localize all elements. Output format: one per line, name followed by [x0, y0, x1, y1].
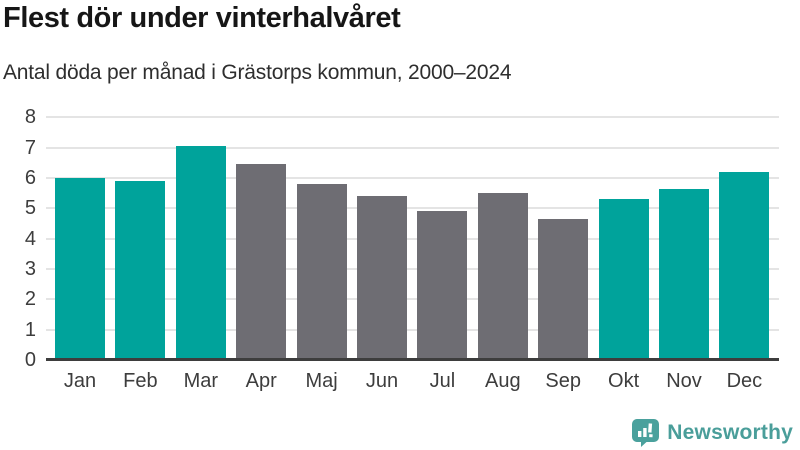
- x-axis-month-label: Apr: [245, 370, 277, 392]
- gridline-y3: [46, 267, 779, 270]
- newsworthy-logo: Newsworthy: [631, 418, 793, 447]
- gridline-y1: [46, 328, 779, 331]
- y-axis-tick-label: 1: [24, 318, 36, 341]
- y-axis-tick-label: 5: [24, 197, 36, 220]
- bar-dec: [719, 171, 770, 360]
- gridline-y5: [46, 207, 779, 210]
- x-axis-month-label: Maj: [305, 370, 338, 392]
- gridline-y7: [46, 146, 779, 149]
- chart-title: Flest dör under vinterhalvåret: [3, 2, 401, 34]
- y-axis-tick-label: 6: [24, 166, 36, 189]
- gridline-y2: [46, 298, 779, 301]
- x-axis-month-label: Aug: [485, 370, 521, 392]
- y-axis-tick-label: 7: [24, 136, 36, 159]
- gridline-y4: [46, 237, 779, 240]
- x-axis-month-label: Sep: [545, 370, 581, 392]
- chart-subtitle: Antal döda per månad i Grästorps kommun,…: [3, 61, 512, 84]
- bar-sep: [538, 218, 589, 360]
- bar-okt: [598, 199, 649, 360]
- newsworthy-logo-text: Newsworthy: [667, 420, 793, 444]
- x-axis-month-label: Feb: [123, 370, 158, 392]
- x-axis-month-label: Dec: [726, 370, 763, 392]
- bar-jan: [55, 177, 105, 360]
- x-axis-month-label: Jun: [365, 370, 399, 392]
- x-axis-month-label: Nov: [666, 370, 702, 392]
- bar-maj: [296, 184, 347, 360]
- bar-nov: [659, 188, 709, 360]
- bar-chart-speech-bubble-icon: [632, 419, 660, 447]
- x-axis-month-label: Mar: [183, 370, 219, 392]
- bar-jul: [417, 211, 468, 360]
- plot-area: 0 1 2 3 4 5 6 7 8 Jan Feb Mar Apr Maj Jun Jul Aug Sep Okt N…: [25, 106, 779, 392]
- y-axis-tick-label: 0: [24, 349, 36, 371]
- x-axis-month-label: Jan: [63, 370, 97, 392]
- x-axis-month-label: Okt: [608, 370, 640, 392]
- gridline-y8: [46, 116, 779, 119]
- x-axis-line: [46, 358, 779, 361]
- bar-aug: [477, 193, 528, 360]
- gridline-y6: [46, 176, 779, 179]
- y-axis-tick-label: 8: [24, 106, 36, 129]
- x-axis-month-label: Jul: [429, 370, 456, 392]
- y-axis-tick-label: 3: [24, 257, 36, 280]
- bar-feb: [115, 181, 166, 360]
- y-axis-tick-label: 2: [24, 288, 36, 311]
- bar-jun: [357, 196, 407, 360]
- bar-mar: [175, 146, 226, 360]
- bar-apr: [236, 164, 287, 360]
- y-axis-tick-label: 4: [24, 227, 36, 250]
